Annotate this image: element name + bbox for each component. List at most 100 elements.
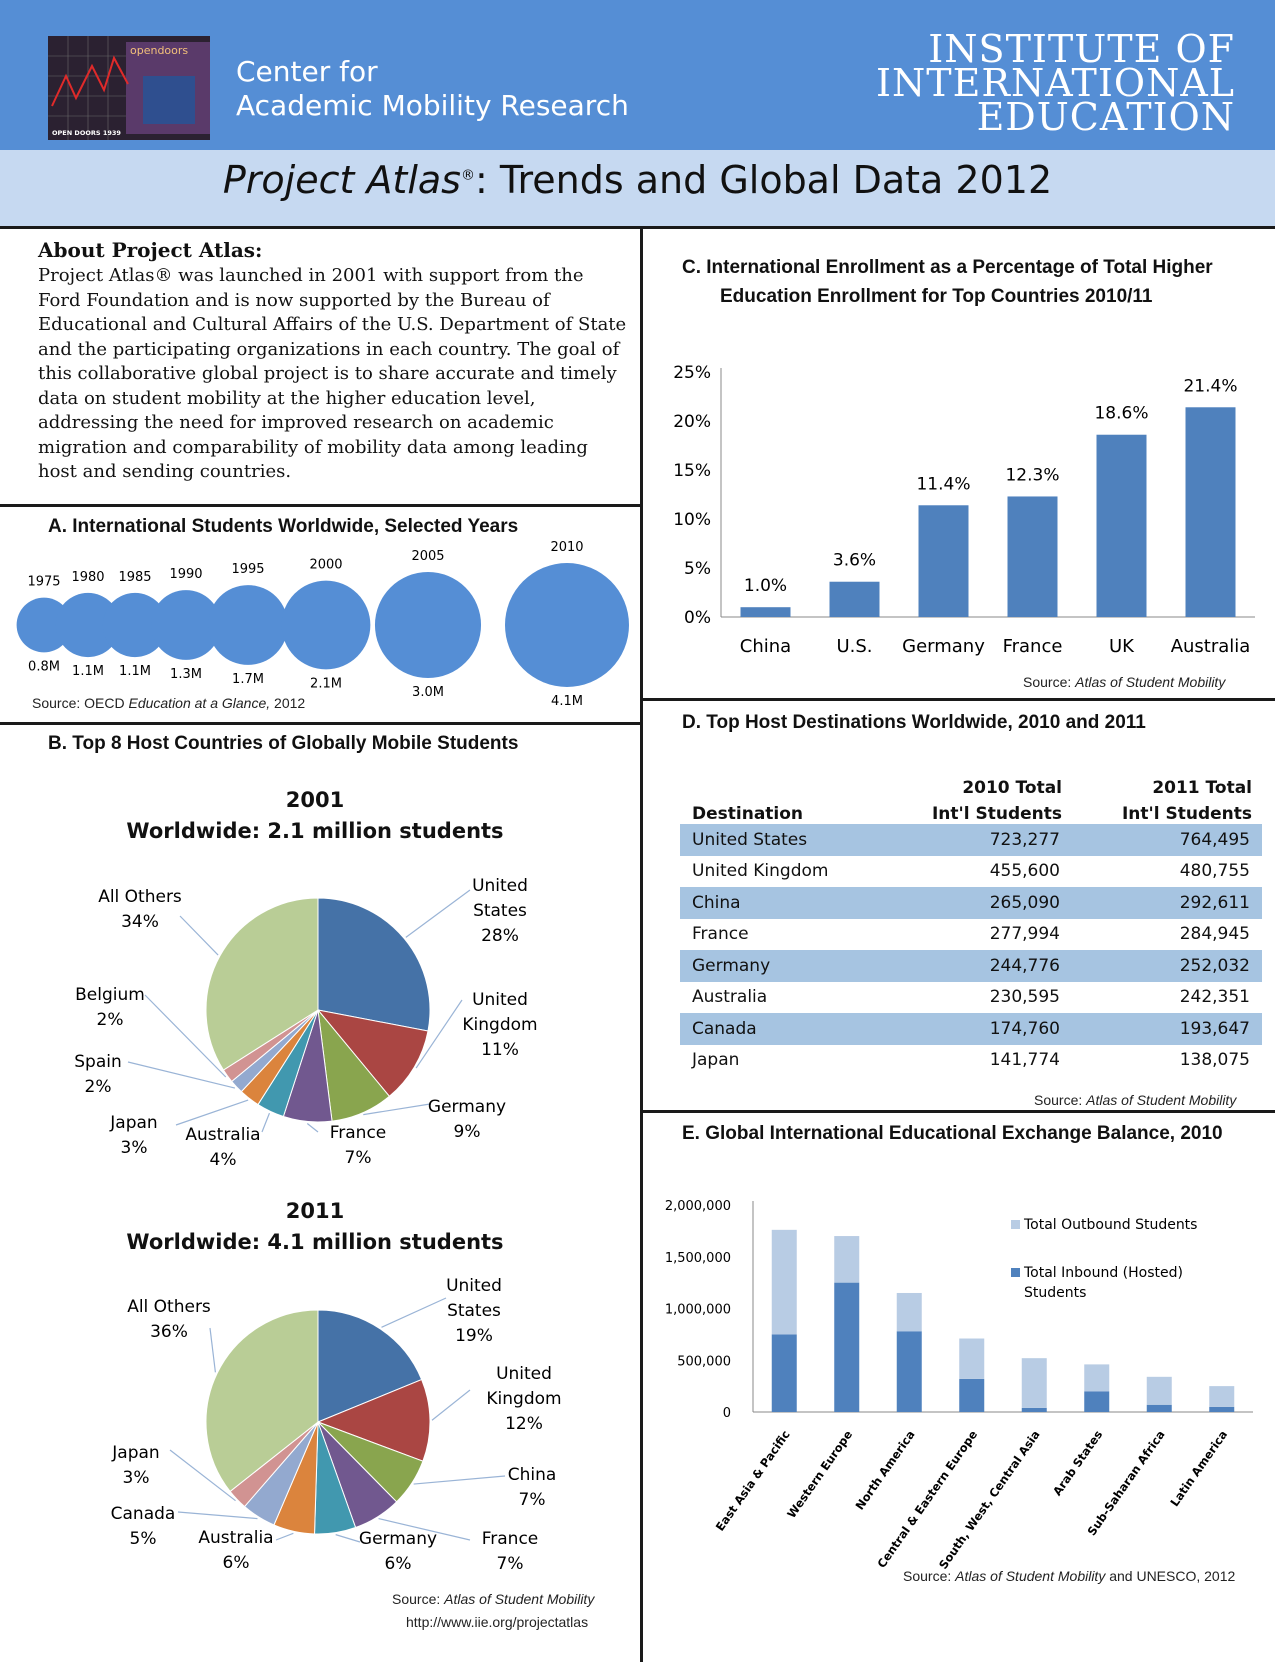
- cell-destination: France: [692, 924, 749, 945]
- col-2010-line1: 2010 Total: [962, 778, 1062, 798]
- title-band: [0, 150, 1275, 229]
- cell-2010: 455,600: [989, 861, 1060, 882]
- logo-caption: OPEN DOORS 1939: [52, 129, 121, 137]
- leader-line: [177, 1511, 258, 1520]
- bubble-value-2005: 3.0M: [412, 685, 444, 700]
- bubble-value-1975: 0.8M: [28, 659, 60, 674]
- e-bar-inbound: [896, 1331, 922, 1412]
- e-ytick: 2,000,000: [665, 1199, 731, 1214]
- pie-label-all-others: All Others 34%: [98, 887, 182, 932]
- e-category-label: Arab States: [1050, 1428, 1105, 1499]
- section-d-source: Source: Atlas of Student Mobility: [1034, 1092, 1237, 1108]
- cell-2011: 252,032: [1072, 950, 1262, 982]
- cell-2010: 141,774: [989, 1050, 1060, 1071]
- e-bar-inbound: [834, 1282, 860, 1412]
- svg-text:Germany: Germany: [428, 1097, 506, 1117]
- svg-text:United: United: [472, 876, 528, 896]
- svg-text:United: United: [446, 1276, 502, 1296]
- c-category-label: China: [740, 636, 791, 657]
- about-body: Project Atlas® was launched in 2001 with…: [38, 265, 627, 482]
- svg-text:11%: 11%: [481, 1040, 519, 1060]
- table-row: Germany 244,776 252,032: [680, 950, 1262, 982]
- svg-text:States: States: [447, 1301, 501, 1321]
- pie-label-germany: Germany 6%: [359, 1529, 437, 1574]
- section-c-title-1: C. International Enrollment as a Percent…: [682, 257, 1213, 278]
- e-bar-inbound: [1146, 1404, 1172, 1412]
- cell-destination: Australia: [692, 987, 768, 1008]
- pie-slice-united-kingdom: [316, 1009, 429, 1098]
- c-value-label: 18.6%: [1094, 404, 1148, 424]
- logo-text: opendoors: [130, 44, 188, 57]
- divider-about: [0, 504, 640, 507]
- svg-text:Australia: Australia: [185, 1125, 260, 1145]
- section-d-title: D. Top Host Destinations Worldwide, 2010…: [682, 712, 1146, 733]
- svg-text:6%: 6%: [223, 1553, 250, 1573]
- table-row: China 265,090 292,611: [680, 887, 1262, 919]
- c-value-label: 11.4%: [916, 474, 970, 494]
- title-registered: ®: [460, 167, 475, 184]
- svg-text:Kingdom: Kingdom: [486, 1389, 561, 1409]
- pie-2001-heading: 2001 Worldwide: 2.1 million students: [0, 785, 630, 847]
- leader-line: [209, 1327, 216, 1373]
- column-divider: [640, 228, 643, 1662]
- svg-text:Canada: Canada: [111, 1504, 176, 1524]
- pie-2011-heading: 2011 Worldwide: 4.1 million students: [0, 1196, 630, 1258]
- svg-text:36%: 36%: [150, 1322, 188, 1342]
- e-category-label: South, West, Central Asia: [936, 1428, 1043, 1570]
- pie-slice-united-kingdom: [316, 1378, 431, 1462]
- cell-2011: 480,755: [1179, 861, 1250, 882]
- e-bar-outbound: [771, 1229, 797, 1335]
- svg-text:5%: 5%: [130, 1529, 157, 1549]
- chart-e-stacked-bars: 0 500,000 1,000,000 1,500,000 2,000,000 East …: [665, 1199, 1253, 1570]
- bubble-year-1980: 1980: [71, 570, 104, 585]
- svg-text:Kingdom: Kingdom: [462, 1015, 537, 1035]
- svg-text:Australia: Australia: [198, 1528, 273, 1548]
- svg-text:6%: 6%: [385, 1554, 412, 1574]
- leader-line: [413, 1475, 506, 1485]
- divider-d: [640, 1110, 1275, 1113]
- e-ytick: 0: [723, 1406, 731, 1421]
- svg-text:9%: 9%: [454, 1122, 481, 1142]
- e-bar-inbound: [1021, 1407, 1047, 1412]
- pie-slice-all-others: [205, 897, 319, 1071]
- c-bar-uk: [1096, 434, 1147, 617]
- svg-text:2%: 2%: [85, 1077, 112, 1097]
- pie-label-china: China 7%: [508, 1465, 557, 1510]
- pie-label-belgium: Belgium 2%: [75, 985, 145, 1030]
- bubble-value-2010: 4.1M: [551, 694, 583, 709]
- cell-destination: Canada: [680, 1013, 882, 1045]
- section-a-title: A. International Students Worldwide, Sel…: [48, 516, 519, 537]
- c-value-label: 12.3%: [1005, 465, 1059, 485]
- leader-line: [261, 1112, 271, 1133]
- pie-label-germany: Germany 9%: [428, 1097, 506, 1142]
- pie-2001-subtitle: Worldwide: 2.1 million students: [126, 819, 504, 843]
- col-destination: Destination: [692, 804, 804, 824]
- section-c-source: Source: Atlas of Student Mobility: [1023, 674, 1226, 690]
- leader-line: [405, 889, 471, 938]
- cell-destination: United States: [680, 824, 882, 856]
- e-ytick: 500,000: [677, 1354, 731, 1369]
- e-category-label: North America: [852, 1428, 917, 1513]
- svg-text:Germany: Germany: [359, 1529, 437, 1549]
- c-value-label: 21.4%: [1183, 376, 1237, 396]
- svg-text:States: States: [473, 901, 527, 921]
- svg-text:Belgium: Belgium: [75, 985, 145, 1005]
- svg-text:Japan: Japan: [109, 1113, 157, 1133]
- svg-text:Spain: Spain: [74, 1052, 122, 1072]
- leader-line: [431, 1389, 471, 1421]
- cell-destination: Japan: [692, 1050, 740, 1071]
- pie-label-united-kingdom: United Kingdom 11%: [462, 990, 537, 1060]
- c-ytick: 10%: [673, 510, 711, 530]
- leader-line: [275, 1532, 294, 1541]
- svg-text:7%: 7%: [519, 1490, 546, 1510]
- pie-label-france: France 7%: [330, 1123, 387, 1168]
- bubble-1975: [16, 597, 72, 653]
- c-value-label: 3.6%: [833, 551, 876, 571]
- cell-2010: 265,090: [882, 887, 1072, 919]
- iie-logo: INSTITUTE OF INTERNATIONAL EDUCATION: [876, 30, 1235, 136]
- section-b-url[interactable]: http://www.iie.org/projectatlas: [406, 1614, 589, 1630]
- bubble-value-1990: 1.3M: [170, 667, 202, 682]
- cell-2011: 193,647: [1072, 1013, 1262, 1045]
- c-bar-us: [829, 581, 880, 617]
- svg-text:4%: 4%: [210, 1150, 237, 1170]
